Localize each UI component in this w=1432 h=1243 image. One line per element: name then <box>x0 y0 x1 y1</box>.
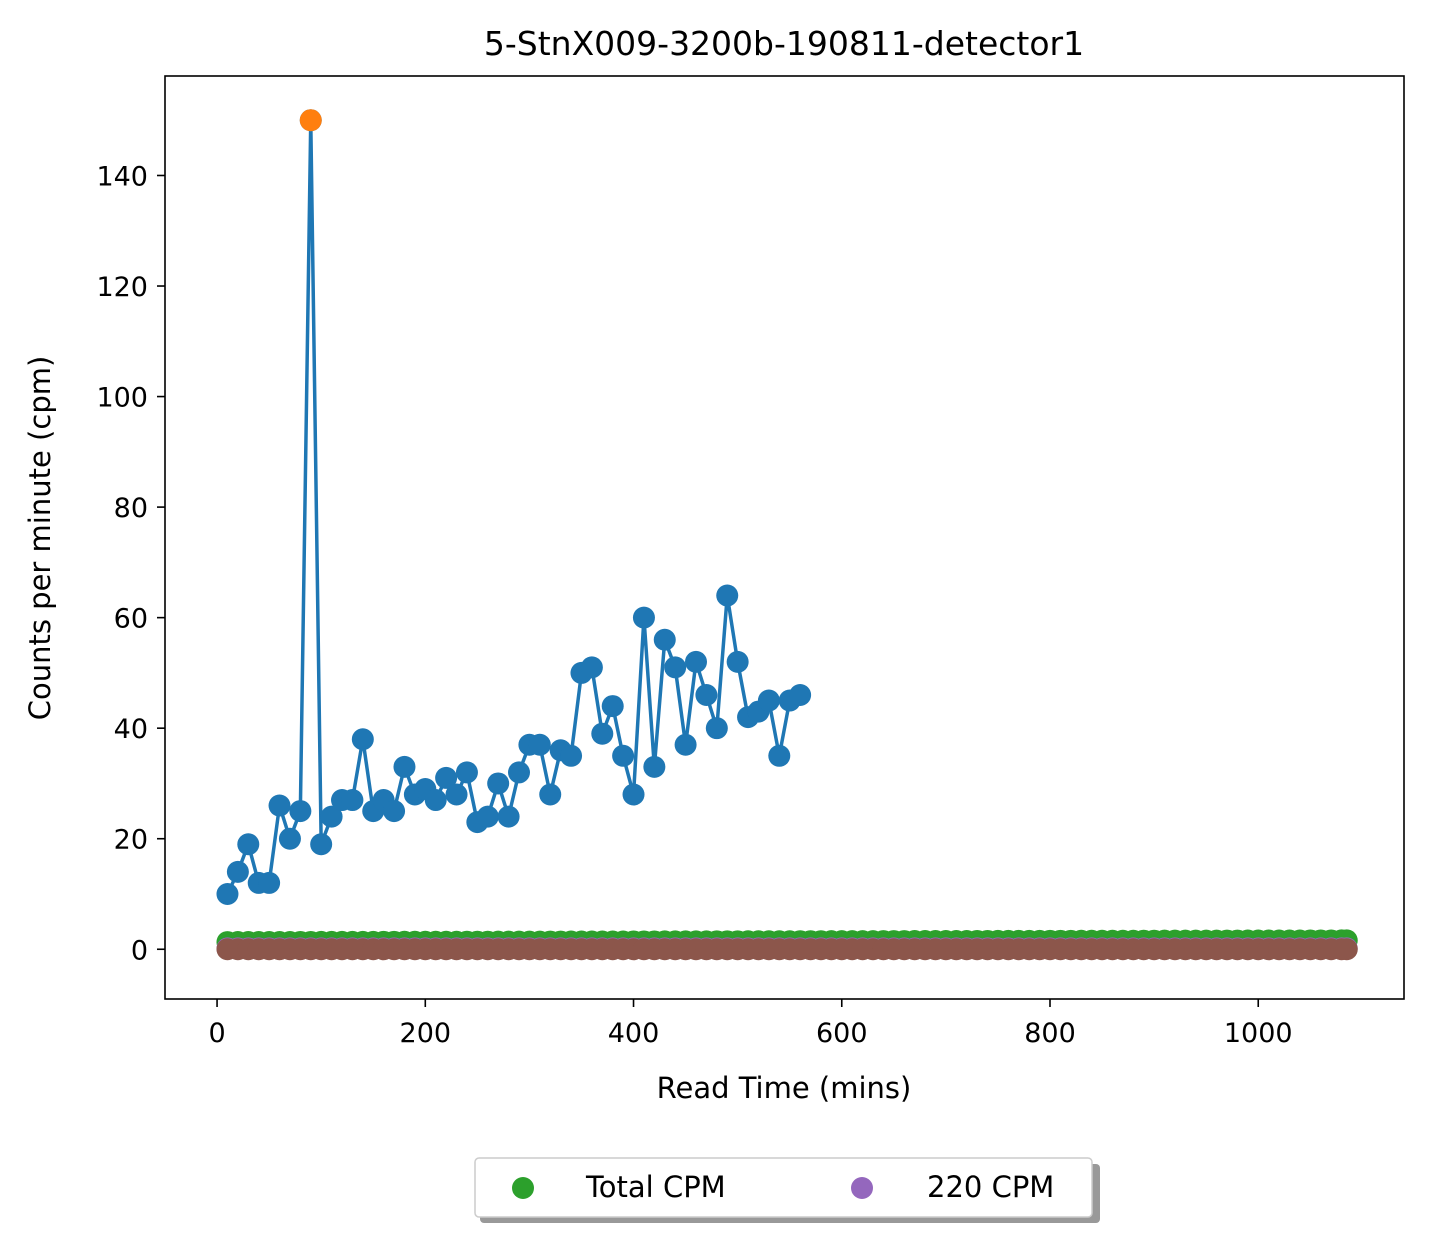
series-0-point <box>726 650 749 673</box>
plot-area <box>216 109 1358 961</box>
series-0-point <box>216 882 239 905</box>
series-0-point <box>716 584 739 607</box>
series-0-point <box>289 800 312 823</box>
series-0-point <box>695 684 718 707</box>
y-tick-label: 80 <box>114 493 148 524</box>
series-0-point <box>278 827 301 850</box>
legend-marker-220-cpm <box>851 1177 873 1199</box>
series-6-point <box>1335 938 1358 961</box>
series-6 <box>216 938 1358 961</box>
y-tick-label: 40 <box>114 714 148 745</box>
legend-label-220-cpm: 220 CPM <box>927 1170 1054 1204</box>
series-0-point <box>320 805 343 828</box>
series-0-point <box>455 761 478 784</box>
x-axis-label: Read Time (mins) <box>657 1071 912 1105</box>
series-0 <box>216 109 812 905</box>
series-0-point <box>351 728 374 751</box>
y-tick-label: 100 <box>96 383 148 414</box>
y-axis-label: Counts per minute (cpm) <box>23 356 57 721</box>
series-0-point <box>601 695 624 718</box>
series-0-point <box>560 744 583 767</box>
y-tick-label: 120 <box>96 272 148 303</box>
series-0-point <box>497 805 520 828</box>
series-0-point <box>445 783 468 806</box>
x-tick-label: 200 <box>400 1018 452 1049</box>
series-0-point <box>580 656 603 679</box>
series-0-point <box>685 650 707 673</box>
series-0-point <box>310 833 333 856</box>
series-0-point <box>674 733 697 756</box>
x-tick-label: 0 <box>208 1018 225 1049</box>
series-0-point <box>757 689 780 712</box>
series-0-point <box>768 744 791 767</box>
x-axis: 0 200 400 600 800 1000 <box>208 999 1293 1049</box>
series-0-point <box>508 761 530 784</box>
series-0-point <box>632 606 655 629</box>
series-0-point <box>622 783 645 806</box>
y-tick-label: 140 <box>96 161 148 192</box>
series-1-point <box>299 109 322 132</box>
series-0-point <box>341 789 364 812</box>
legend-label-total-cpm: Total CPM <box>585 1170 726 1204</box>
series-0-point <box>268 794 291 817</box>
series-0-point <box>237 833 260 856</box>
series-0-point <box>435 766 458 789</box>
series-0-point <box>383 800 406 823</box>
y-tick-label: 60 <box>114 604 148 635</box>
y-axis: 0 20 40 60 80 100 120 140 <box>96 161 165 966</box>
x-tick-label: 800 <box>1024 1018 1076 1049</box>
series-0-point <box>258 871 281 894</box>
series-0-point <box>643 755 666 778</box>
series-0-point <box>653 628 676 651</box>
series-0-point <box>226 860 249 883</box>
legend-box <box>474 1157 1093 1218</box>
y-tick-label: 20 <box>114 825 148 856</box>
series-0-point <box>393 755 416 778</box>
series-0-point <box>705 717 728 740</box>
series-0-point <box>539 783 562 806</box>
x-tick-label: 600 <box>816 1018 868 1049</box>
legend: Total CPM 220 CPM <box>474 1157 1100 1223</box>
series-0-point <box>476 805 499 828</box>
plot-frame <box>164 75 1405 1000</box>
x-tick-label: 400 <box>608 1018 660 1049</box>
series-0-point <box>528 733 551 756</box>
series-0-point <box>487 772 510 795</box>
x-tick-label: 1000 <box>1224 1018 1293 1049</box>
series-0-point <box>612 744 635 767</box>
chart-title: 5-StnX009-3200b-190811-detector1 <box>484 24 1084 63</box>
y-tick-label: 0 <box>131 935 148 966</box>
series-0-point <box>424 789 447 812</box>
series-1 <box>299 109 322 132</box>
legend-marker-total-cpm <box>512 1177 534 1199</box>
series-0-point <box>664 656 687 679</box>
series-0-point <box>591 722 614 745</box>
series-0-point <box>789 684 812 707</box>
